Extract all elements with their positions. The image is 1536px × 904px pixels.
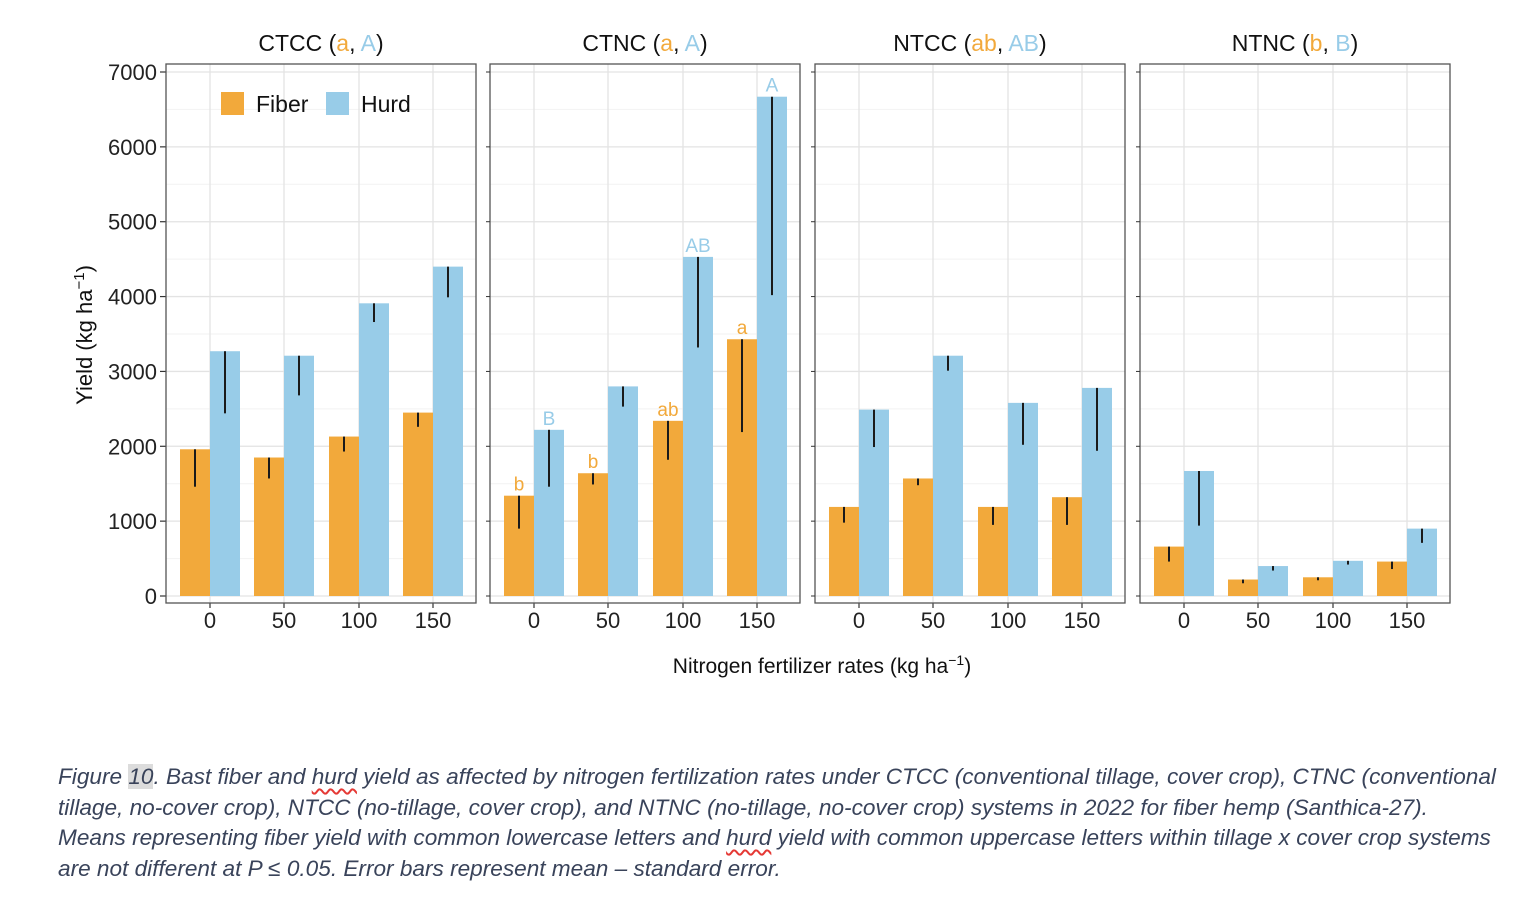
facet-ctnc-title-sep: ,: [673, 30, 685, 56]
facet-ntnc-fiber-bar-50: [1228, 579, 1258, 596]
x-axis-title: Nitrogen fertilizer rates (kg ha−1): [673, 652, 971, 678]
facet-ntcc-x-tick-label-50: 50: [921, 608, 945, 633]
caption-hurd-word-2: hurd: [726, 825, 772, 851]
facet-ntnc-panel-border: [1139, 63, 1451, 604]
facet-ntcc-title-sep: ,: [997, 30, 1009, 56]
facet-ctnc-fiber-letter-50: b: [588, 452, 599, 473]
facet-ctnc-panel-border: [489, 63, 801, 604]
facet-ntcc-title-close: ): [1039, 30, 1047, 56]
facet-ctnc-hurd-letter-150: A: [766, 76, 779, 97]
facet-ntnc-x-tick-label-50: 50: [1246, 608, 1270, 633]
facet-ctnc-fiber-bar-50: [578, 473, 608, 596]
caption-part-1: . Bast fiber and: [153, 764, 312, 789]
facet-ctcc-x-tick-label-0: 0: [204, 608, 216, 633]
facet-ctcc-panel-border: [165, 63, 477, 604]
y-axis-title-text: Yield (kg ha: [72, 289, 97, 405]
facet-ctnc-x-tick-label-150: 150: [739, 608, 776, 633]
facet-ctcc-hurd-bar-50: [284, 355, 314, 596]
facet-ntcc-title-hurd-group: AB: [1008, 30, 1039, 56]
legend-fiber-swatch: [221, 92, 244, 115]
facet-ctnc-x-tick-label-50: 50: [596, 608, 620, 633]
y-tick-label-7: 7000: [108, 60, 157, 85]
facet-ntcc-x-tick-label-150: 150: [1064, 608, 1101, 633]
y-tick-label-5: 5000: [108, 210, 157, 235]
facet-ntnc-title: NTNC (b, B): [1232, 30, 1359, 56]
y-tick-label-6: 6000: [108, 135, 157, 160]
facet-ntnc-x-tick-label-150: 150: [1389, 608, 1426, 633]
facet-ctcc-title-hurd-group: A: [361, 30, 377, 56]
facet-ctnc-fiber-letter-150: a: [737, 318, 748, 339]
facet-ctcc-title-sep: ,: [349, 30, 361, 56]
facet-ctnc-fiber-letter-0: b: [514, 475, 525, 496]
y-tick-label-1: 1000: [108, 509, 157, 534]
facet-ctcc-x-tick-label-150: 150: [415, 608, 452, 633]
facet-ctnc-title-hurd-group: A: [685, 30, 701, 56]
facet-ctcc-x-tick-label-50: 50: [272, 608, 296, 633]
facet-ntnc-title-fiber-group: b: [1310, 30, 1323, 56]
y-axis-title-close: ): [72, 265, 97, 272]
caption-part-2: yield as affected by nitrogen fertilizat…: [58, 764, 1496, 851]
facet-ctnc-hurd-letter-100: AB: [685, 236, 710, 257]
caption-figure-word: Figure: [58, 764, 129, 789]
facet-ntnc-title-sep: ,: [1322, 30, 1335, 56]
facet-ctcc-hurd-bar-150: [433, 266, 463, 596]
facet-ntnc-title-name: NTNC (: [1232, 30, 1310, 56]
y-tick-label-4: 4000: [108, 285, 157, 310]
facet-ntnc-x-tick-label-100: 100: [1315, 608, 1352, 633]
caption-hurd-word-1: hurd: [311, 764, 357, 789]
facet-ctcc-fiber-bar-50: [254, 457, 284, 596]
facet-ctcc-title-fiber-group: a: [336, 30, 349, 56]
y-axis-title-sup: −1: [71, 272, 88, 289]
facet-ntnc-title-hurd-group: B: [1335, 30, 1350, 56]
legend-hurd-label: Hurd: [361, 91, 411, 117]
facet-ntcc-panel-border: [814, 63, 1126, 604]
facet-ctnc-hurd-bar-50: [608, 386, 638, 596]
facet-ctcc-hurd-bar-100: [359, 303, 389, 596]
x-axis-title-text: Nitrogen fertilizer rates (kg ha: [673, 655, 949, 678]
facet-ntcc-x-tick-label-100: 100: [990, 608, 1027, 633]
x-axis-title-sup: −1: [948, 652, 964, 668]
facet-ctnc-hurd-letter-0: B: [543, 409, 556, 430]
facet-ctnc-title-close: ): [700, 30, 708, 56]
y-tick-label-0: 0: [145, 584, 157, 609]
facet-ctcc-x-tick-label-100: 100: [341, 608, 378, 633]
facet-ctnc-title-name: CTNC (: [582, 30, 660, 56]
facet-ntcc-title-fiber-group: ab: [971, 30, 997, 56]
legend-hurd-swatch: [326, 92, 349, 115]
facet-ntcc-x-tick-label-0: 0: [853, 608, 865, 633]
figure-caption: Figure 10. Bast fiber and hurd yield as …: [58, 762, 1498, 884]
y-tick-label-2: 2000: [108, 434, 157, 459]
x-axis-title-close: ): [964, 655, 971, 678]
y-axis-title: Yield (kg ha−1): [71, 265, 97, 405]
facet-ctcc-title-name: CTCC (: [258, 30, 336, 56]
facet-ctcc-fiber-bar-100: [329, 436, 359, 596]
facet-ntnc-hurd-bar-100: [1333, 560, 1363, 596]
facet-ctcc-fiber-bar-150: [403, 412, 433, 596]
facet-ntcc-hurd-bar-50: [933, 355, 963, 596]
legend-fiber-label: Fiber: [256, 91, 309, 117]
caption-figure-number: 10: [128, 764, 154, 789]
facet-ctnc-x-tick-label-100: 100: [665, 608, 702, 633]
facet-ntcc-fiber-bar-50: [903, 478, 933, 596]
facet-ctnc-title-fiber-group: a: [660, 30, 673, 56]
facet-ntnc-fiber-bar-100: [1303, 577, 1333, 596]
facet-ctcc-title-close: ): [376, 30, 384, 56]
facet-ctnc-title: CTNC (a, A): [582, 30, 707, 56]
facet-ntcc-title-name: NTCC (: [893, 30, 971, 56]
facet-ntcc-title: NTCC (ab, AB): [893, 30, 1046, 56]
facet-ntnc-title-close: ): [1351, 30, 1359, 56]
facet-ctcc-title: CTCC (a, A): [258, 30, 383, 56]
facet-ntnc-hurd-bar-50: [1258, 566, 1288, 596]
y-tick-label-3: 3000: [108, 359, 157, 384]
caption-part-3: yield with common uppercase letters with…: [58, 825, 1491, 881]
facet-ctnc-x-tick-label-0: 0: [528, 608, 540, 633]
facet-ctnc-fiber-letter-100: ab: [657, 400, 678, 421]
facet-ntnc-x-tick-label-0: 0: [1178, 608, 1190, 633]
